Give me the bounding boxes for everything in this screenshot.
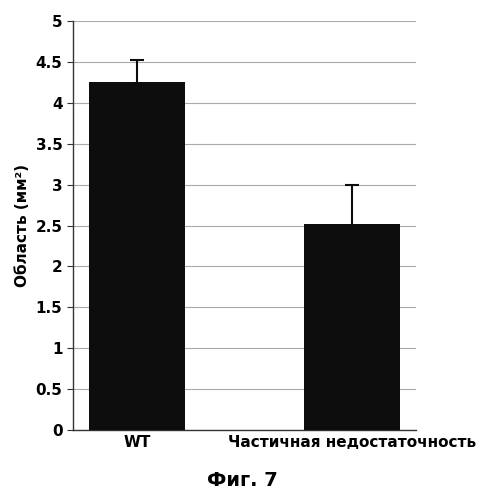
Y-axis label: Область (мм²): Область (мм²): [15, 164, 30, 287]
Bar: [89, 82, 185, 430]
Bar: [303, 224, 400, 430]
Text: Фиг. 7: Фиг. 7: [207, 471, 277, 490]
